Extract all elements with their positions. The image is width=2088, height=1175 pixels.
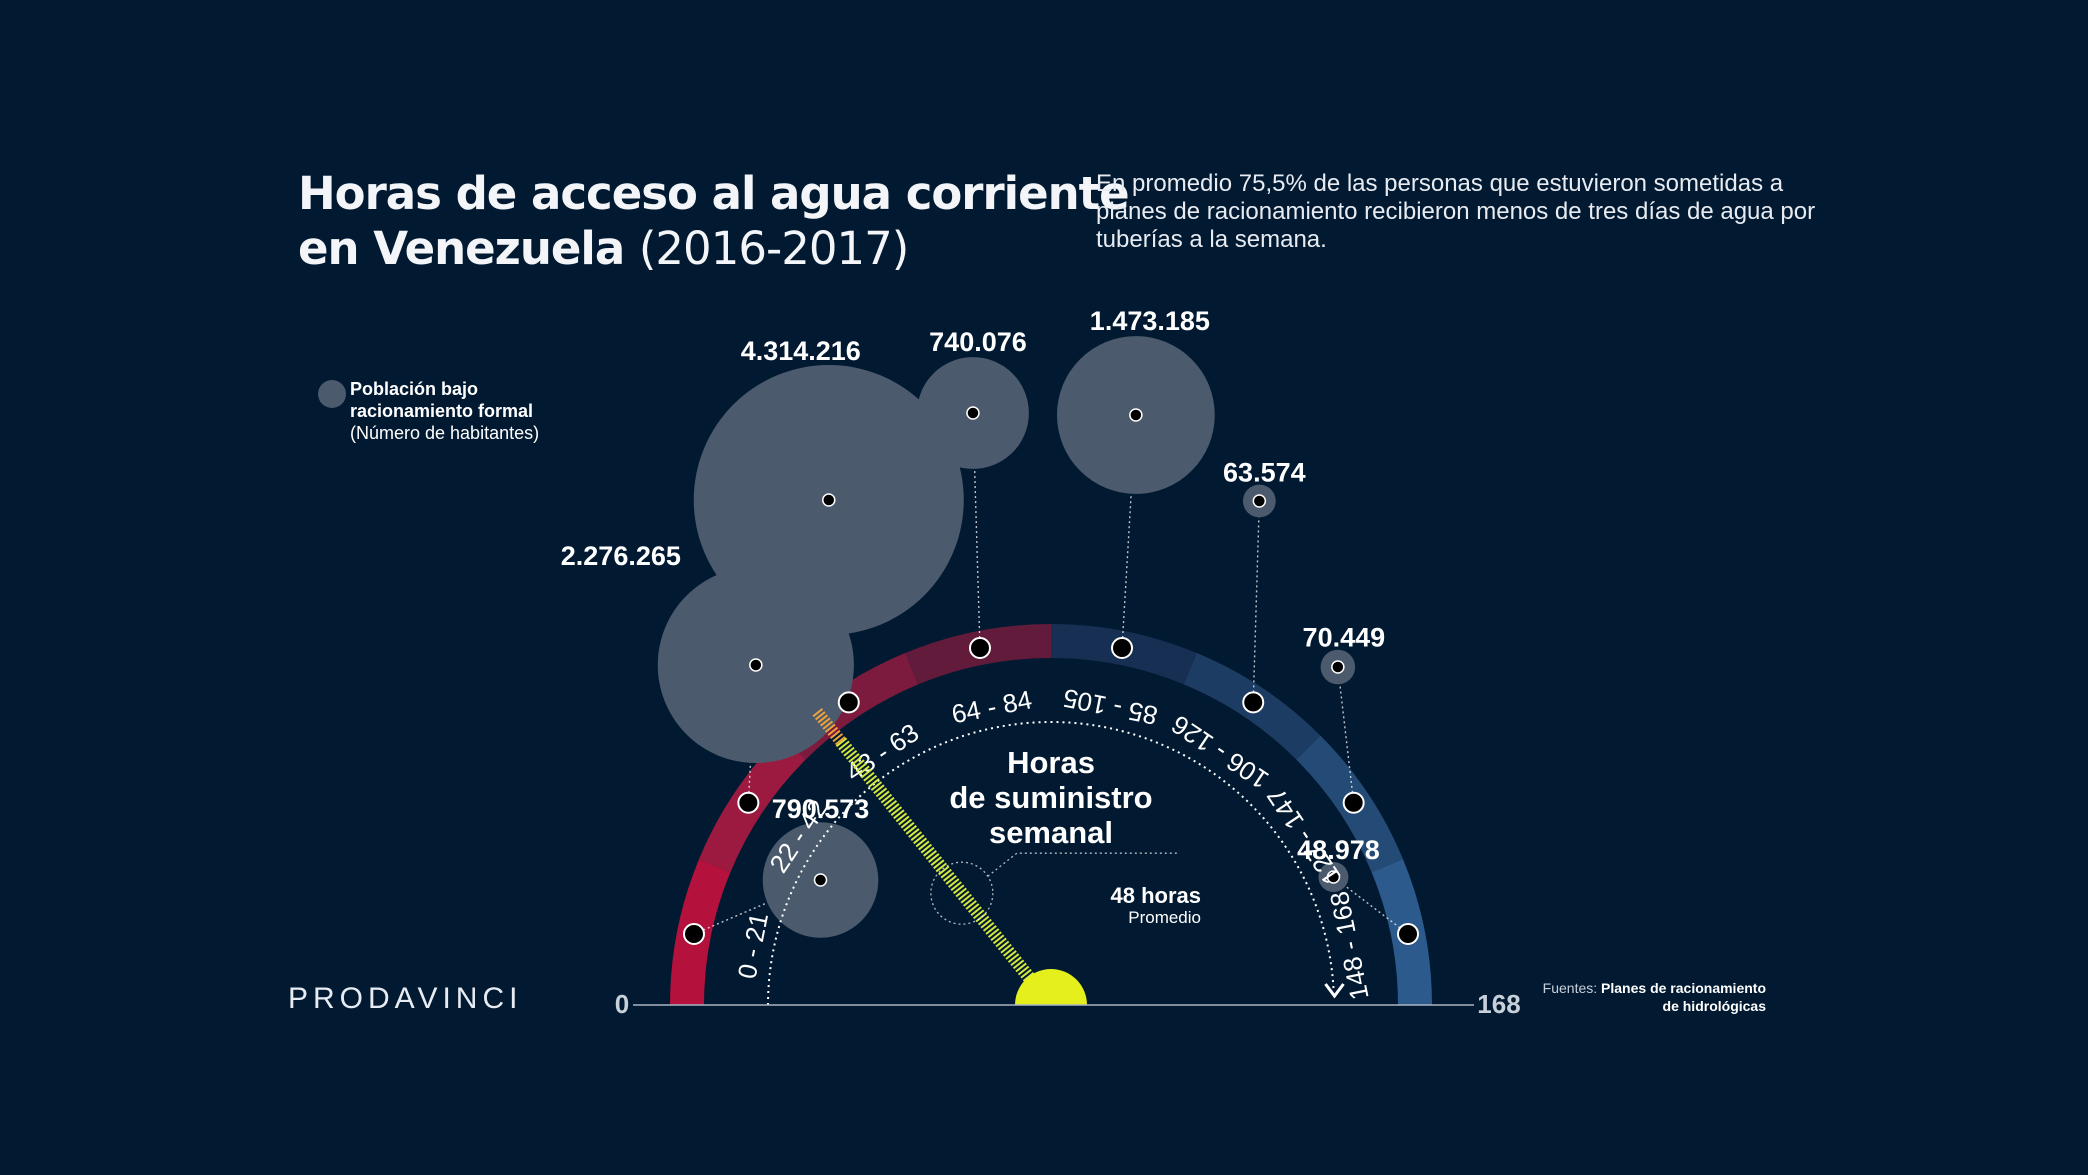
segment-anchor-dot (1111, 636, 1134, 659)
legend-label-line-2: racionamiento formal (350, 401, 534, 421)
segment-anchor-dot (682, 922, 705, 945)
population-value-label: 63.574 (1223, 458, 1306, 488)
bubble-center-dot (1326, 870, 1341, 884)
population-value-label: 4.314.216 (741, 336, 861, 366)
bubble-center-dot (813, 873, 828, 887)
legend-bubble-swatch (318, 380, 346, 408)
population-value-label: 48.978 (1297, 835, 1380, 865)
title-years: (2016-2017) (638, 222, 909, 275)
axis-min-label: 0 (615, 989, 629, 1019)
average-value: 48 horas (1111, 883, 1202, 908)
source-text-line-2: de hidrológicas (1662, 998, 1766, 1014)
axis-max-label: 168 (1477, 989, 1520, 1019)
leader-line (1121, 414, 1137, 649)
segment-anchor-dots (682, 636, 1420, 945)
population-value-label: 1.473.185 (1090, 306, 1210, 336)
arrow-icon (1324, 983, 1345, 999)
chart-subtitle: En promedio 75,5% de las personas que es… (1096, 170, 1816, 253)
leader-line (1252, 500, 1261, 703)
segment-anchor-dot (1397, 922, 1420, 945)
category-label: 148 - 168 (1324, 889, 1375, 1003)
needle-hub (1015, 969, 1087, 1005)
bubble-center-dot (1331, 660, 1345, 674)
center-label-line: Horas (1007, 745, 1095, 780)
population-value-label: 740.076 (929, 327, 1027, 357)
center-label-line: semanal (989, 815, 1113, 850)
population-value-label: 2.276.265 (561, 541, 681, 571)
source-text-line-1: Planes de racionamiento (1601, 980, 1766, 996)
legend-label-note: (Número de habitantes) (350, 423, 540, 443)
average-highlight-circle (930, 861, 994, 925)
inner-arc (767, 721, 1345, 1006)
segment-anchor-dot (968, 636, 991, 659)
category-label: 0 - 21 (732, 910, 774, 981)
population-bubbles (657, 336, 1356, 938)
average-label: Promedio (1128, 908, 1201, 927)
segment-anchor-dot (1242, 691, 1265, 714)
segment-anchor-dot (737, 791, 760, 814)
bubble-center-dot (749, 658, 763, 672)
chart-title: Horas de acceso al agua corriente en Ven… (298, 166, 1130, 276)
baseline-axis: 0 168 (615, 989, 1521, 1019)
title-line-1: Horas de acceso al agua corriente (298, 167, 1130, 220)
bubble-center-dot (966, 406, 980, 420)
bubble-center-dot (1252, 494, 1267, 508)
bubble-center-dot (822, 493, 836, 507)
title-country: en Venezuela (298, 222, 625, 275)
leader-line (1333, 876, 1409, 935)
bubble-center-dot (1129, 408, 1143, 422)
population-value-label: 70.449 (1303, 623, 1386, 653)
brand-logo: PRODAVINCI (288, 982, 523, 1015)
segment-anchor-dot (1342, 791, 1365, 814)
population-value-labels: 790.573 2.276.265 4.314.216 740.076 1.473.18… (561, 306, 1385, 865)
center-label-line: de suministro (949, 780, 1152, 815)
segment-anchor-dot (837, 691, 860, 714)
average-needle (812, 708, 1087, 1005)
legend-label: Población bajo racionamiento formal (Núm… (350, 378, 630, 444)
title-line-2: en Venezuela (2016-2017) (298, 221, 1129, 276)
source-note: Fuentes: Planes de racionamiento de hidr… (1480, 979, 1766, 1015)
source-prefix: Fuentes: (1542, 980, 1598, 996)
average-leader-line (987, 852, 1177, 877)
population-value-label: 790.573 (772, 794, 870, 824)
legend-label-line-1: Población bajo (350, 379, 479, 399)
